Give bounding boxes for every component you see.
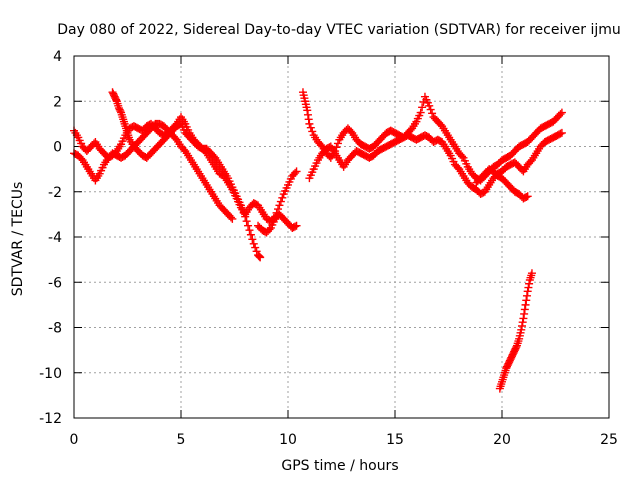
data-point <box>416 108 425 117</box>
data-points <box>70 88 566 393</box>
data-point <box>274 205 283 214</box>
data-point <box>517 325 526 334</box>
data-point <box>303 106 312 115</box>
x-tick-label: 15 <box>386 432 404 448</box>
data-point <box>303 110 312 119</box>
data-point <box>556 129 565 138</box>
data-point <box>512 343 521 352</box>
data-point <box>238 205 247 214</box>
data-point <box>248 235 257 244</box>
y-tick-label: -10 <box>39 366 62 382</box>
data-point <box>527 269 536 278</box>
data-point <box>458 152 467 161</box>
data-point <box>522 291 531 300</box>
data-point <box>239 208 248 217</box>
data-point <box>425 101 434 110</box>
data-point <box>523 287 532 296</box>
data-point <box>256 253 265 262</box>
data-point <box>276 197 285 206</box>
data-point <box>251 243 260 252</box>
data-point <box>244 221 253 230</box>
data-point <box>245 226 254 235</box>
data-point <box>291 168 300 177</box>
data-point <box>517 321 526 330</box>
x-tick-label: 0 <box>70 432 79 448</box>
x-tick-label: 5 <box>177 432 186 448</box>
data-point <box>265 225 274 234</box>
x-axis-label: GPS time / hours <box>281 458 398 474</box>
data-point <box>112 95 121 104</box>
y-tick-label: -8 <box>48 321 62 337</box>
data-point <box>292 167 301 176</box>
data-point <box>236 201 245 210</box>
plot-frame <box>73 55 610 419</box>
data-point <box>304 115 313 124</box>
data-point <box>522 296 531 305</box>
data-point <box>278 193 287 202</box>
y-tick-label: 4 <box>53 49 62 65</box>
data-point <box>254 251 263 260</box>
data-point <box>246 230 255 239</box>
data-point <box>226 213 235 222</box>
y-tick-label: 2 <box>53 94 62 110</box>
x-tick-label: 25 <box>600 432 618 448</box>
data-point <box>525 279 534 288</box>
y-tick-label: -12 <box>39 411 62 427</box>
data-point <box>255 252 264 261</box>
chart-title: Day 080 of 2022, Sidereal Day-to-day VTE… <box>57 22 621 38</box>
data-point <box>249 239 258 248</box>
data-point <box>308 127 317 136</box>
data-point <box>228 214 237 223</box>
data-point <box>556 110 565 119</box>
data-point <box>242 217 251 226</box>
data-point <box>252 247 261 256</box>
data-point <box>520 305 529 314</box>
y-axis-label: SDTVAR / TECUs <box>10 182 26 297</box>
data-point <box>418 103 427 112</box>
data-point <box>557 108 566 117</box>
x-tick-label: 20 <box>493 432 511 448</box>
data-point <box>426 105 435 114</box>
data-point <box>241 212 250 221</box>
y-tick-label: -4 <box>48 230 62 246</box>
data-point <box>275 201 284 210</box>
data-point <box>519 314 528 323</box>
data-point <box>306 123 315 132</box>
data-point <box>292 221 301 230</box>
data-point <box>524 283 533 292</box>
data-point <box>522 193 531 202</box>
data-point <box>305 119 314 128</box>
data-point <box>557 128 566 137</box>
grid-lines <box>74 56 609 418</box>
data-point <box>523 192 532 201</box>
y-tick-label: -6 <box>48 275 62 291</box>
data-point <box>520 309 529 318</box>
data-point <box>333 139 342 148</box>
y-tick-label: 0 <box>53 140 62 156</box>
data-point <box>291 222 300 231</box>
data-point <box>518 318 527 327</box>
data-point <box>428 109 437 118</box>
data-point <box>116 107 125 116</box>
y-tick-label: -2 <box>48 185 62 201</box>
x-tick-label: 10 <box>279 432 297 448</box>
data-point <box>521 300 530 309</box>
